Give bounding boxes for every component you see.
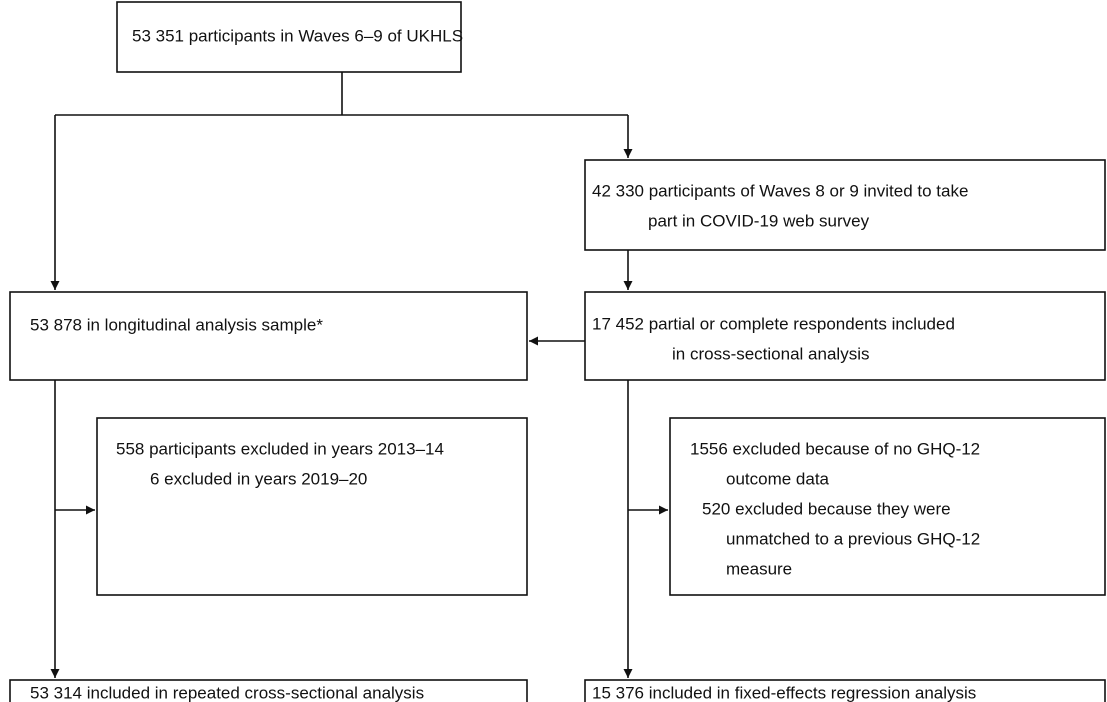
connector (55, 72, 628, 116)
box (96, 417, 528, 596)
box-label: 1556 excluded because of no GHQ-12 (690, 439, 980, 458)
box-label: 558 participants excluded in years 2013–… (116, 439, 444, 458)
box-label: unmatched to a previous GHQ-12 (726, 529, 980, 548)
box (584, 159, 1106, 251)
box-label: 53 351 participants in Waves 6–9 of UKHL… (132, 26, 463, 45)
box-label: 42 330 participants of Waves 8 or 9 invi… (592, 181, 968, 200)
box-label: 17 452 partial or complete respondents i… (592, 314, 955, 333)
box (9, 291, 528, 381)
box-label: 520 excluded because they were (702, 499, 951, 518)
box-label: 15 376 included in fixed-effects regress… (592, 683, 976, 702)
box (116, 1, 462, 73)
box (669, 417, 1106, 596)
box-label: 53 878 in longitudinal analysis sample* (30, 315, 323, 334)
box (584, 291, 1106, 381)
box-label: part in COVID-19 web survey (648, 211, 870, 230)
box-label: outcome data (726, 469, 830, 488)
box (9, 679, 528, 702)
box-label: 53 314 included in repeated cross-sectio… (30, 683, 424, 702)
box-label: 6 excluded in years 2019–20 (150, 469, 367, 488)
box-label: measure (726, 559, 792, 578)
box (584, 679, 1106, 702)
boxes: 53 351 participants in Waves 6–9 of UKHL… (9, 1, 1106, 702)
connectors (50, 72, 668, 678)
box-label: in cross-sectional analysis (672, 344, 869, 363)
